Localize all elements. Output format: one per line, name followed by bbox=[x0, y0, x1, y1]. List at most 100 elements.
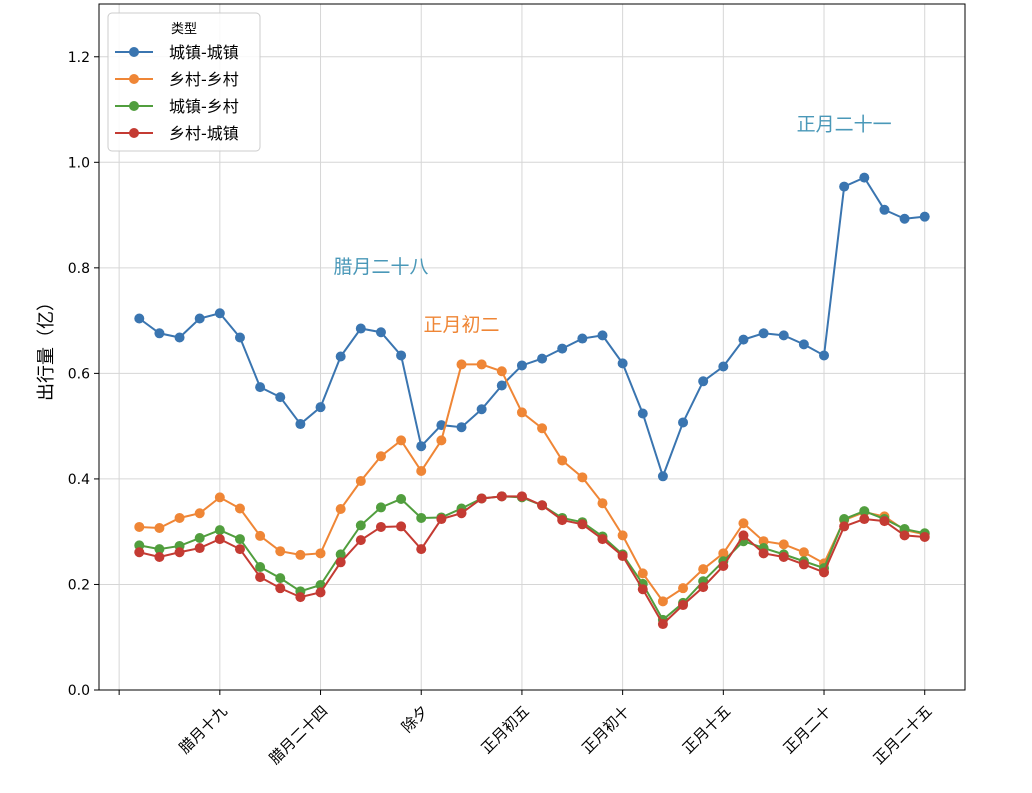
data-point bbox=[375, 521, 386, 532]
data-point bbox=[637, 584, 648, 595]
data-point bbox=[738, 334, 749, 345]
data-point bbox=[416, 466, 427, 477]
data-point bbox=[597, 498, 608, 509]
y-tick-label: 0.8 bbox=[68, 261, 90, 277]
data-point bbox=[456, 422, 467, 433]
data-point bbox=[637, 408, 648, 419]
data-point bbox=[375, 451, 386, 462]
data-point bbox=[476, 493, 487, 504]
data-point bbox=[396, 521, 407, 532]
data-point bbox=[577, 333, 588, 344]
legend-marker bbox=[129, 101, 139, 111]
data-point bbox=[698, 564, 709, 575]
legend-label: 城镇-城镇 bbox=[169, 43, 239, 62]
annotation-label: 正月初二 bbox=[424, 314, 500, 336]
data-point bbox=[214, 534, 225, 545]
grid bbox=[99, 4, 965, 691]
data-point bbox=[194, 543, 205, 554]
data-point bbox=[234, 544, 245, 555]
data-point bbox=[234, 503, 245, 514]
data-point bbox=[456, 508, 467, 519]
data-point bbox=[134, 547, 145, 558]
data-point bbox=[859, 506, 870, 517]
y-tick-label: 0.2 bbox=[68, 577, 90, 593]
data-point bbox=[778, 552, 789, 563]
data-point bbox=[335, 549, 346, 560]
plot-frame bbox=[98, 3, 966, 691]
legend-marker bbox=[129, 128, 139, 138]
data-point bbox=[637, 568, 648, 579]
data-point bbox=[516, 360, 527, 371]
data-point bbox=[718, 361, 729, 372]
data-point bbox=[839, 514, 850, 525]
data-point bbox=[174, 512, 185, 523]
data-point bbox=[295, 592, 306, 603]
series-line bbox=[138, 176, 925, 480]
y-axis: 0.0 0.2 0.4 0.6 0.8 1.0 1.2 bbox=[68, 50, 99, 699]
data-point bbox=[134, 313, 145, 324]
x-tick-label: 正月二十 bbox=[780, 702, 835, 757]
data-point bbox=[436, 435, 447, 446]
data-point bbox=[396, 350, 407, 361]
data-point bbox=[275, 546, 286, 557]
data-point bbox=[557, 515, 568, 526]
data-point bbox=[758, 548, 769, 559]
y-tick-label: 1.2 bbox=[68, 50, 90, 66]
x-tick-label: 腊月十九 bbox=[176, 702, 231, 757]
data-point bbox=[255, 562, 266, 573]
data-point bbox=[295, 419, 306, 430]
x-tick-label: 正月初十 bbox=[578, 702, 633, 757]
y-tick-label: 0.6 bbox=[68, 366, 90, 382]
data-point bbox=[617, 530, 628, 541]
data-point bbox=[597, 534, 608, 545]
data-point bbox=[758, 536, 769, 547]
data-point bbox=[275, 392, 286, 403]
data-point bbox=[134, 540, 145, 551]
data-point bbox=[335, 557, 346, 568]
data-point bbox=[879, 516, 890, 527]
data-point bbox=[537, 423, 548, 434]
x-axis: 腊月十九 腊月二十四 除夕 正月初五 正月初十 正月十五 正月二十 正月二十五 bbox=[118, 690, 936, 768]
data-point bbox=[396, 493, 407, 504]
data-point bbox=[597, 330, 608, 341]
data-point bbox=[355, 323, 366, 334]
data-point bbox=[678, 417, 689, 428]
data-point bbox=[416, 441, 427, 452]
data-point bbox=[416, 544, 427, 555]
data-point bbox=[154, 552, 165, 563]
x-tick-label: 腊月二十四 bbox=[266, 702, 332, 768]
x-tick-label: 除夕 bbox=[398, 702, 432, 736]
y-tick-label: 0.0 bbox=[68, 683, 90, 699]
data-point bbox=[174, 547, 185, 558]
data-point bbox=[275, 583, 286, 594]
data-point bbox=[798, 339, 809, 350]
data-point bbox=[496, 491, 507, 502]
data-point bbox=[476, 404, 487, 415]
data-point bbox=[255, 382, 266, 393]
legend-title: 类型 bbox=[171, 22, 197, 37]
y-tick-label: 0.4 bbox=[68, 472, 90, 488]
data-point bbox=[899, 530, 910, 541]
data-point bbox=[375, 502, 386, 513]
data-point bbox=[335, 504, 346, 515]
data-point bbox=[516, 407, 527, 418]
data-point bbox=[718, 560, 729, 571]
data-point bbox=[134, 521, 145, 532]
data-point bbox=[214, 492, 225, 503]
data-point bbox=[234, 534, 245, 545]
data-point bbox=[537, 353, 548, 364]
data-point bbox=[899, 213, 910, 224]
data-point bbox=[194, 508, 205, 519]
legend-label: 城镇-乡村 bbox=[169, 97, 239, 116]
data-point bbox=[355, 520, 366, 531]
data-point bbox=[758, 328, 769, 339]
data-point bbox=[214, 308, 225, 319]
data-point bbox=[154, 544, 165, 555]
series-3 bbox=[134, 491, 930, 625]
legend-label: 乡村-城镇 bbox=[169, 124, 239, 143]
data-point bbox=[819, 350, 830, 361]
data-point bbox=[879, 204, 890, 215]
